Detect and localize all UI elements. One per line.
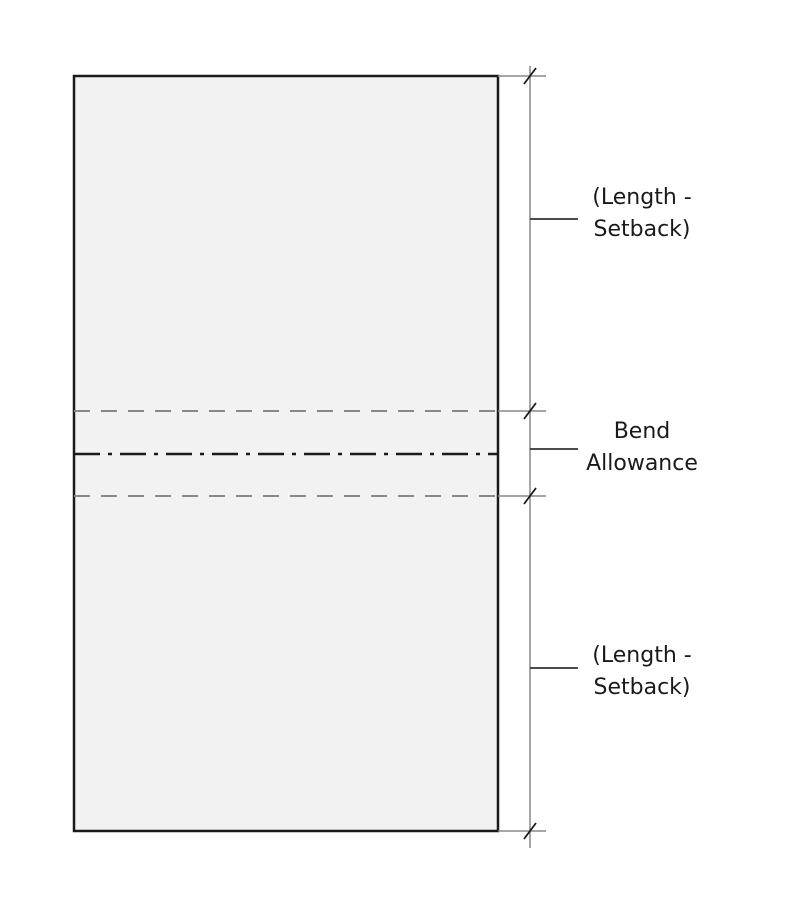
- label-line: Allowance: [586, 451, 698, 476]
- label-bend-allowance: Bend Allowance: [562, 416, 722, 480]
- label-length-setback-top: (Length - Setback): [562, 182, 722, 246]
- label-line: Setback): [593, 217, 691, 242]
- label-line: (Length -: [592, 643, 692, 668]
- tick-mark-bend-top: [523, 402, 537, 420]
- label-line: (Length -: [592, 185, 692, 210]
- tick-mark-bend-bottom: [523, 487, 537, 505]
- label-line: Setback): [593, 675, 691, 700]
- tick-mark-top: [523, 67, 537, 85]
- label-line: Bend: [613, 419, 671, 444]
- tick-mark-bottom: [523, 822, 537, 840]
- label-length-setback-bottom: (Length - Setback): [562, 640, 722, 704]
